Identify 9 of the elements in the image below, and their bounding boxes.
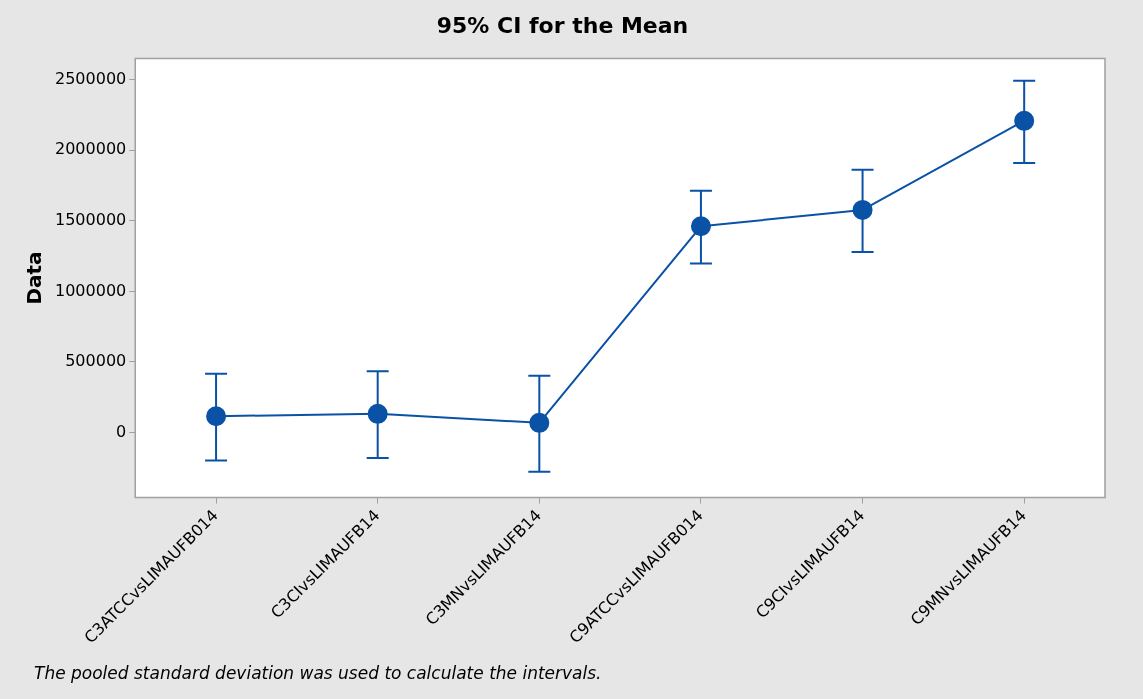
y-tick-label: 500000	[65, 351, 127, 371]
y-tick-label: 2500000	[54, 68, 127, 88]
y-tick-label: 0	[116, 421, 127, 441]
y-tick-label: 1500000	[54, 209, 127, 229]
y-axis-title: Data	[22, 251, 47, 305]
text: The pooled standard deviation was used to calculate the intervals.	[34, 663, 602, 684]
chart-title: 95% CI for the Mean	[436, 12, 689, 38]
y-tick-label: 2000000	[54, 139, 127, 159]
y-tick-label: 1000000	[54, 280, 127, 300]
